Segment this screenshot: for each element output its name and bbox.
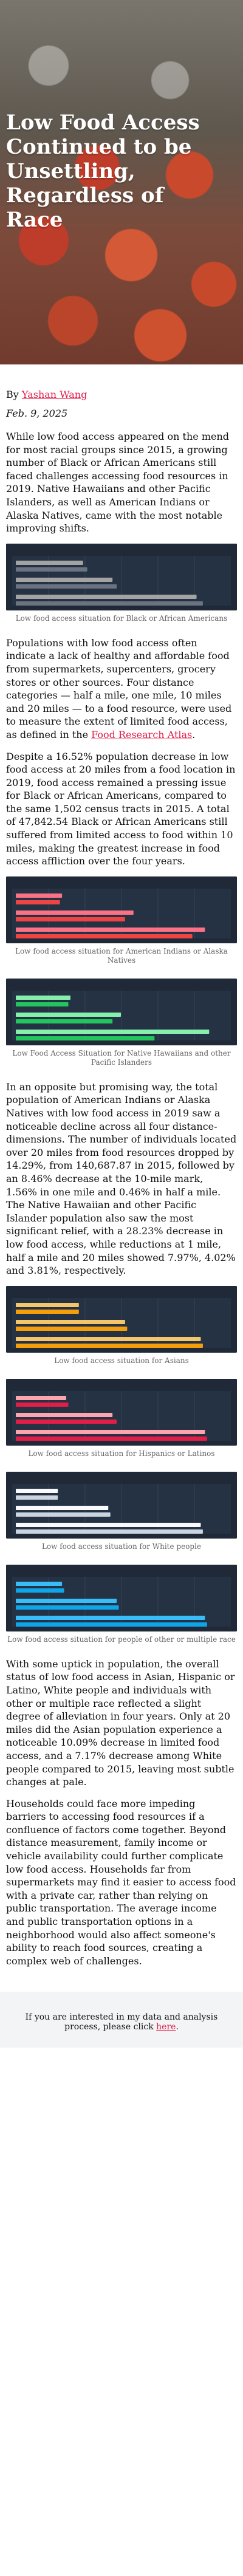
paragraph-5: With some uptick in population, the over… — [6, 1658, 235, 1788]
paragraph-2-end: . — [192, 728, 196, 740]
footer-period: . — [176, 2022, 179, 2032]
chart-4-bar — [16, 1302, 79, 1307]
chart-2-bar — [16, 900, 60, 904]
chart-4-bar — [16, 1326, 128, 1331]
chart-5-bar — [16, 1429, 205, 1434]
chart-6-bar — [16, 1505, 109, 1510]
hero-background-image — [0, 0, 243, 364]
page-title: Low Food Access Continued to be Unsettli… — [6, 111, 200, 233]
chart-2 — [6, 876, 237, 943]
chart-5 — [6, 1378, 237, 1446]
chart-2-bar — [16, 910, 134, 915]
chart-2-bar — [16, 927, 205, 932]
chart-5-bar — [16, 1436, 207, 1441]
footer-text: If you are interested in my data and ana… — [25, 2012, 218, 2032]
figure-4: Low food access situation for Asians — [6, 1285, 237, 1365]
chart-1 — [6, 543, 237, 610]
chart-svg-2 — [6, 876, 237, 943]
chart-6-bar — [16, 1529, 203, 1534]
paragraph-6: Households could face more impeding barr… — [6, 1797, 236, 1967]
footer-here-link[interactable]: here — [156, 2022, 176, 2032]
chart-5-bar — [16, 1395, 67, 1400]
chart-5-bar — [16, 1419, 117, 1424]
article-content: By Yashan Wang Feb. 9, 2025 While low fo… — [0, 364, 243, 1967]
paragraph-4: In an opposite but promising way, the to… — [6, 1081, 237, 1277]
chart-4 — [6, 1285, 237, 1353]
figure-3: Low Food Access Situation for Native Haw… — [6, 978, 237, 1067]
chart-1-bar — [16, 594, 197, 599]
chart-2-bar — [16, 917, 125, 921]
chart-3-bar — [16, 1029, 210, 1034]
byline-prefix: By — [6, 389, 19, 400]
chart-1-bar — [16, 601, 203, 606]
figure-1: Low food access situation for Black or A… — [6, 543, 237, 623]
chart-6-bar — [16, 1488, 58, 1493]
chart-3-bar — [16, 1002, 69, 1006]
chart-7-bar — [16, 1598, 117, 1603]
chart-2-bar — [16, 934, 193, 938]
figure-5: Low food access situation for Hispanics … — [6, 1378, 237, 1458]
paragraph-2-text: Populations with low food access often i… — [6, 637, 232, 740]
figure-caption-2: Low food access situation for American I… — [15, 946, 228, 965]
figure-caption-7: Low food access situation for people of … — [7, 1635, 236, 1644]
chart-7-bar — [16, 1581, 63, 1586]
chart-5-bar — [16, 1412, 113, 1417]
figure-caption-6: Low food access situation for White peop… — [41, 1542, 202, 1551]
chart-3-bar — [16, 1019, 113, 1023]
chart-svg-4 — [6, 1285, 237, 1353]
chart-svg-6 — [6, 1471, 237, 1539]
chart-6-bar — [16, 1512, 111, 1517]
chart-svg-1 — [6, 543, 237, 610]
chart-4-bar — [16, 1336, 201, 1341]
chart-4-bar — [16, 1343, 203, 1348]
chart-7-bar — [16, 1588, 64, 1593]
chart-7-bar — [16, 1605, 119, 1610]
paragraph-2: Populations with low food access often i… — [6, 637, 237, 742]
chart-svg-3 — [6, 978, 237, 1045]
publish-date: Feb. 9, 2025 — [6, 408, 68, 419]
chart-7-bar — [16, 1622, 207, 1627]
chart-5-bar — [16, 1402, 69, 1407]
footer: If you are interested in my data and ana… — [0, 1992, 243, 2048]
chart-4-bar — [16, 1309, 79, 1314]
chart-6-bar — [16, 1522, 201, 1527]
chart-3-bar — [16, 1036, 155, 1040]
chart-7 — [6, 1564, 237, 1631]
author-link[interactable]: Yashan Wang — [21, 389, 87, 400]
paragraph-3: Despite a 16.52% population decrease in … — [6, 750, 236, 867]
chart-svg-5 — [6, 1378, 237, 1446]
chart-6-bar — [16, 1495, 58, 1500]
chart-3-bar — [16, 1012, 121, 1017]
figure-7: Low food access situation for people of … — [6, 1564, 237, 1644]
figure-caption-3: Low Food Access Situation for Native Haw… — [12, 1048, 231, 1067]
byline: By Yashan Wang — [6, 389, 237, 400]
chart-2-bar — [16, 893, 63, 898]
figure-caption-1: Low food access situation for Black or A… — [15, 613, 228, 623]
chart-3-bar — [16, 995, 70, 1000]
paragraph-1: While low food access appeared on the me… — [6, 431, 229, 535]
chart-1-bar — [16, 560, 83, 565]
chart-3 — [6, 978, 237, 1045]
chart-7-bar — [16, 1615, 205, 1620]
figure-2: Low food access situation for American I… — [6, 876, 237, 965]
chart-1-bar — [16, 567, 87, 572]
figure-6: Low food access situation for White peop… — [6, 1471, 237, 1551]
figure-caption-4: Low food access situation for Asians — [54, 1356, 189, 1365]
hero: Low Food Access Continued to be Unsettli… — [0, 0, 243, 364]
chart-4-bar — [16, 1319, 125, 1324]
chart-1-bar — [16, 577, 113, 582]
chart-6 — [6, 1471, 237, 1539]
chart-svg-7 — [6, 1564, 237, 1631]
figure-caption-5: Low food access situation for Hispanics … — [28, 1449, 215, 1458]
chart-1-bar — [16, 584, 117, 589]
food-research-atlas-link[interactable]: Food Research Atlas — [91, 728, 193, 740]
